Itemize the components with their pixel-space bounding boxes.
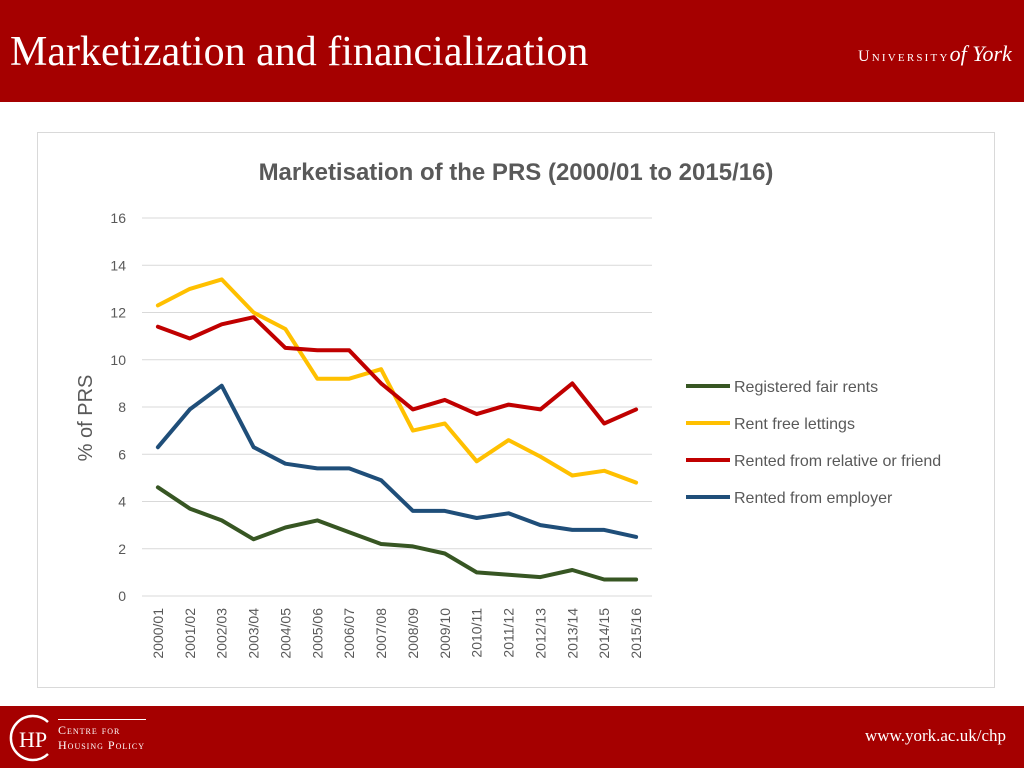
logo-of-york-text: of York	[949, 41, 1012, 66]
series-lines	[155, 277, 639, 582]
x-tick-labels: 2000/01 2001/02 2002/03 2003/04 2004/05 2005/…	[150, 608, 644, 659]
y-axis-label: % of PRS	[75, 375, 97, 462]
x-tick-label: 2000/01	[150, 608, 166, 659]
x-tick-label: 2008/09	[405, 608, 421, 659]
chp-logo-mark: HP	[19, 727, 47, 752]
y-tick-label: 0	[118, 588, 126, 604]
y-tick-label: 4	[118, 494, 126, 510]
series-line-3	[155, 315, 639, 426]
x-tick-label: 2003/04	[246, 608, 262, 659]
footer-url: www.york.ac.uk/chp	[865, 726, 1006, 745]
x-tick-label: 2002/03	[214, 608, 230, 659]
logo-university-text: University	[858, 48, 950, 65]
series-line-2	[155, 277, 639, 485]
x-tick-label: 2006/07	[341, 608, 357, 659]
legend-label: Rent free lettings	[734, 416, 855, 433]
chart-title: Marketisation of the PRS (2000/01 to 201…	[259, 159, 774, 186]
gridlines	[142, 217, 652, 597]
legend-label: Rented from employer	[734, 490, 893, 507]
slide-header: Marketization and financialization Unive…	[0, 0, 1024, 102]
y-tick-label: 14	[110, 257, 126, 273]
series-line-1	[155, 485, 639, 582]
y-tick-label: 16	[110, 210, 126, 226]
legend: Registered fair rents Rent free lettings R…	[686, 379, 941, 507]
slide-title: Marketization and financialization	[10, 29, 589, 75]
chp-logo-rule	[58, 719, 146, 720]
x-tick-label: 2010/11	[469, 608, 485, 658]
x-tick-label: 2014/15	[596, 608, 612, 659]
legend-label: Registered fair rents	[734, 379, 878, 396]
x-tick-label: 2009/10	[437, 608, 453, 659]
y-tick-label: 2	[118, 541, 126, 557]
chp-logo-line1: Centre for	[58, 723, 121, 737]
y-tick-labels: 0 2 4 6 8 10 12 14 16	[110, 210, 126, 604]
legend-label: Rented from relative or friend	[734, 453, 941, 470]
y-tick-label: 6	[118, 446, 126, 462]
chart-frame: Marketisation of the PRS (2000/01 to 201…	[37, 132, 995, 688]
chp-logo-line2: Housing Policy	[58, 738, 146, 752]
x-tick-label: 2012/13	[532, 608, 548, 659]
line-chart: Marketisation of the PRS (2000/01 to 201…	[75, 159, 941, 659]
chp-logo-icon: HP	[9, 714, 49, 762]
chp-logo-text: Centre for Housing Policy	[58, 723, 145, 753]
y-tick-label: 8	[118, 399, 126, 415]
x-tick-label: 2004/05	[277, 608, 293, 659]
x-tick-label: 2015/16	[628, 608, 644, 659]
x-tick-label: 2005/06	[309, 608, 325, 659]
slide-footer: HP Centre for Housing Policy www.york.ac…	[0, 706, 1024, 768]
y-tick-label: 12	[110, 305, 126, 321]
x-tick-label: 2013/14	[564, 608, 580, 659]
y-tick-label: 10	[110, 352, 126, 368]
x-tick-label: 2001/02	[182, 608, 198, 659]
x-tick-label: 2011/12	[501, 608, 517, 658]
series-line-4	[155, 383, 639, 539]
university-of-york-logo: Universityof York	[858, 40, 1012, 71]
x-tick-label: 2007/08	[373, 608, 389, 659]
